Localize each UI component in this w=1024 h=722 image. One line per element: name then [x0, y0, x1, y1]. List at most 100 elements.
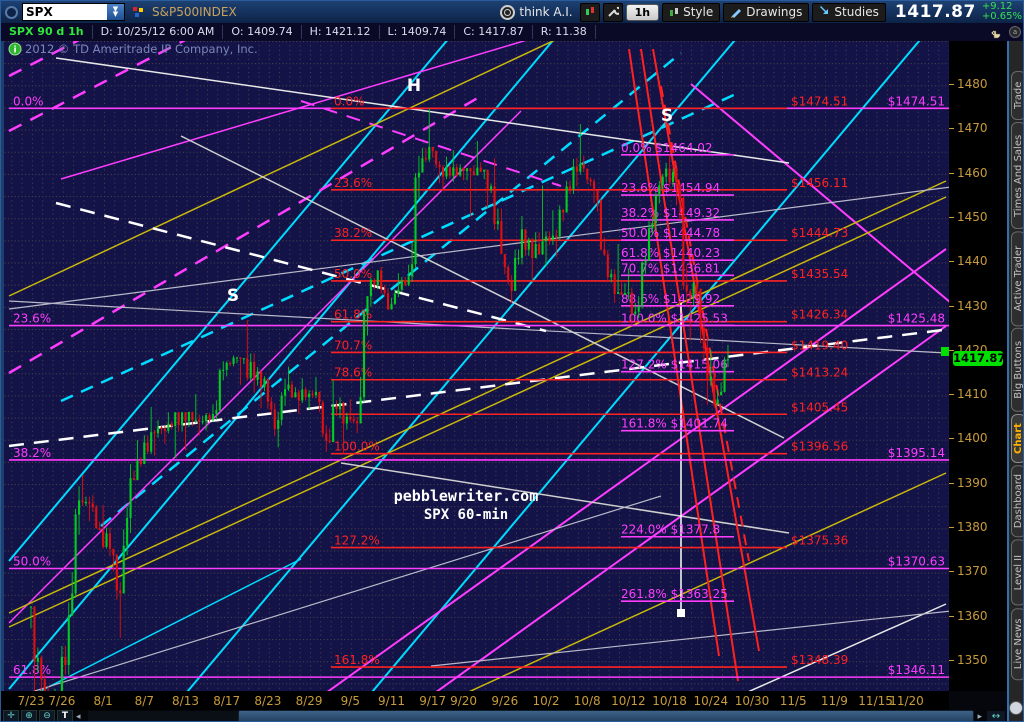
price-tick: 1370 — [957, 564, 988, 579]
svg-text:50.0%: 50.0% — [334, 267, 372, 281]
link-orb-icon[interactable] — [5, 5, 18, 19]
svg-text:$1346.11: $1346.11 — [888, 663, 945, 677]
date-tick: 9/5 — [340, 694, 360, 708]
price-tick: 1460 — [957, 165, 988, 180]
watermark-line1: pebblewriter.com — [394, 487, 539, 505]
svg-text:61.8% $1440.23: 61.8% $1440.23 — [621, 246, 720, 260]
chart-plot-area[interactable]: 0.0% $1474.51 23.6% $1425.48 38.2% $1395.14 50… — [1, 1, 952, 721]
svg-text:$1370.63: $1370.63 — [888, 555, 945, 569]
svg-text:161.8% $1401.74: 161.8% $1401.74 — [621, 417, 728, 431]
price-tick: 1430 — [957, 298, 988, 313]
zoom-out-icon[interactable]: ⊖ — [39, 710, 55, 721]
zoom-in-icon[interactable]: ⊕ — [21, 710, 37, 721]
svg-text:88.6% $1429.92: 88.6% $1429.92 — [621, 292, 720, 306]
svg-text:23.6% $1454.94: 23.6% $1454.94 — [621, 181, 720, 195]
hand-cursor-icon[interactable] — [990, 26, 1003, 39]
last-price: 1417.87 — [894, 2, 976, 22]
svg-text:$1456.11: $1456.11 — [791, 176, 848, 190]
tab-trade[interactable]: Trade — [1011, 71, 1023, 120]
svg-text:61.8%: 61.8% — [334, 308, 372, 322]
fib-red: 0.0% $1474.51 23.6% $1456.11 38.2% $1444.73 50… — [331, 94, 848, 668]
tab-times-and-sales[interactable]: Times And Sales — [1011, 122, 1023, 229]
price-tick: 1410 — [957, 387, 988, 402]
ohlc-cell: C: 1417.87 — [455, 25, 533, 39]
hs-label: H — [407, 76, 421, 96]
price-tick: 1350 — [957, 652, 988, 667]
studies-icon — [820, 6, 829, 14]
info-circle-icon[interactable]: a — [1009, 26, 1021, 38]
ohlc-cell: O: 1409.74 — [223, 25, 302, 39]
time-axis[interactable]: 7/23 7/26 8/1 8/7 8/13 8/17 8/23 8/29 9/5 9/11 9/1… — [1, 691, 949, 710]
pan-tool-icon[interactable]: ✛ — [3, 710, 19, 721]
svg-text:23.6%: 23.6% — [334, 176, 372, 190]
symbol-dropdown[interactable]: SPX ▼ ▼ — [22, 3, 125, 21]
price-tick: 1360 — [957, 608, 988, 623]
think-ai-button[interactable]: think A.I. — [500, 4, 573, 20]
date-tick: 8/1 — [93, 694, 113, 708]
svg-text:261.8% $1363.25: 261.8% $1363.25 — [621, 587, 728, 601]
tab-big-buttons[interactable]: Big Buttons — [1011, 328, 1023, 413]
date-tick: 10/30 — [734, 694, 770, 708]
chevron-down-icon[interactable]: ▼ ▼ — [107, 4, 124, 20]
date-tick: 10/12 — [611, 694, 646, 708]
tab-dashboard[interactable]: Dashboard — [1011, 465, 1023, 538]
symbol-description: S&P500INDEX — [152, 5, 237, 19]
main-toolbar: SPX ▼ ▼ S&P500INDEX think A.I. 1h — [1, 1, 1023, 23]
scrollbar-track[interactable] — [87, 711, 238, 721]
symbol-input[interactable]: SPX — [23, 4, 107, 20]
tab-active-trader[interactable]: Active Trader — [1011, 231, 1023, 327]
sidebar-corner-icon[interactable] — [1009, 701, 1023, 715]
studies-button[interactable]: Studies — [812, 2, 886, 22]
chart-scroll-row: ✛ ⊕ ⊖ T ◂ ▸ ↔ — [1, 710, 1007, 722]
svg-text:100.0%: 100.0% — [334, 440, 380, 454]
date-tick: 10/24 — [693, 694, 729, 708]
scrollbar-thumb[interactable] — [237, 710, 975, 721]
link-color-icon[interactable] — [133, 7, 143, 17]
svg-text:78.6%: 78.6% — [334, 366, 372, 380]
svg-text:70.7% $1436.81: 70.7% $1436.81 — [621, 261, 720, 275]
svg-text:$1435.54: $1435.54 — [791, 267, 848, 281]
tab-level-ii[interactable]: Level II — [1011, 539, 1023, 606]
svg-text:$1444.73: $1444.73 — [791, 226, 848, 240]
scroll-left-icon[interactable]: ◂ — [76, 711, 81, 722]
svg-text:0.0% $1464.02: 0.0% $1464.02 — [621, 141, 713, 155]
date-tick: 7/23 — [17, 694, 45, 708]
price-tick: 1450 — [957, 209, 988, 224]
scroll-right-icon[interactable]: ▸ — [977, 711, 982, 722]
svg-text:23.6%: 23.6% — [13, 312, 51, 326]
date-tick: 10/8 — [573, 694, 601, 708]
timeframe-button[interactable]: 1h — [625, 3, 660, 21]
fib-extension: 0.0% $1464.02 23.6% $1454.94 38.2% $1449.3… — [621, 141, 734, 603]
wrench-icon — [607, 6, 619, 17]
text-tool-icon[interactable]: T — [57, 710, 73, 721]
svg-text:161.8%: 161.8% — [334, 653, 380, 667]
style-icon — [670, 8, 679, 16]
horizontal-resize-icon[interactable]: ↔ — [987, 711, 1005, 721]
tab-live-news[interactable]: Live News — [1011, 607, 1023, 680]
price-change: +9.12 — [981, 1, 1013, 12]
pencil-icon — [731, 9, 742, 18]
candle-pattern-icon — [585, 7, 594, 15]
svg-text:38.2%: 38.2% — [334, 226, 372, 240]
svg-text:50.0%: 50.0% — [13, 555, 51, 569]
chart-symbol-info: SPX 90 d 1h — [1, 25, 93, 39]
svg-text:$1419.40: $1419.40 — [791, 338, 848, 352]
pattern-button[interactable] — [579, 2, 600, 22]
date-tick: 10/18 — [652, 694, 687, 708]
price-tick: 1440 — [957, 254, 988, 269]
chart-marker — [941, 347, 949, 356]
date-tick: 9/11 — [378, 694, 405, 708]
date-tick: 8/23 — [254, 694, 282, 708]
settings-button[interactable] — [602, 2, 623, 22]
price-axis[interactable]: 1480 1470 1460 1450 1440 1430 1420 1410 1400 1390… — [949, 41, 1007, 691]
svg-text:$1474.51: $1474.51 — [888, 94, 945, 108]
tab-chart[interactable]: Chart — [1011, 414, 1023, 464]
svg-text:$1426.34: $1426.34 — [791, 308, 848, 322]
svg-text:100.0% $1425.53: 100.0% $1425.53 — [621, 311, 728, 325]
style-button[interactable]: Style — [662, 2, 721, 22]
date-tick: 8/29 — [295, 694, 323, 708]
svg-text:i: i — [13, 46, 16, 56]
drawings-button[interactable]: Drawings — [723, 2, 810, 22]
svg-text:0.0%: 0.0% — [334, 94, 365, 108]
